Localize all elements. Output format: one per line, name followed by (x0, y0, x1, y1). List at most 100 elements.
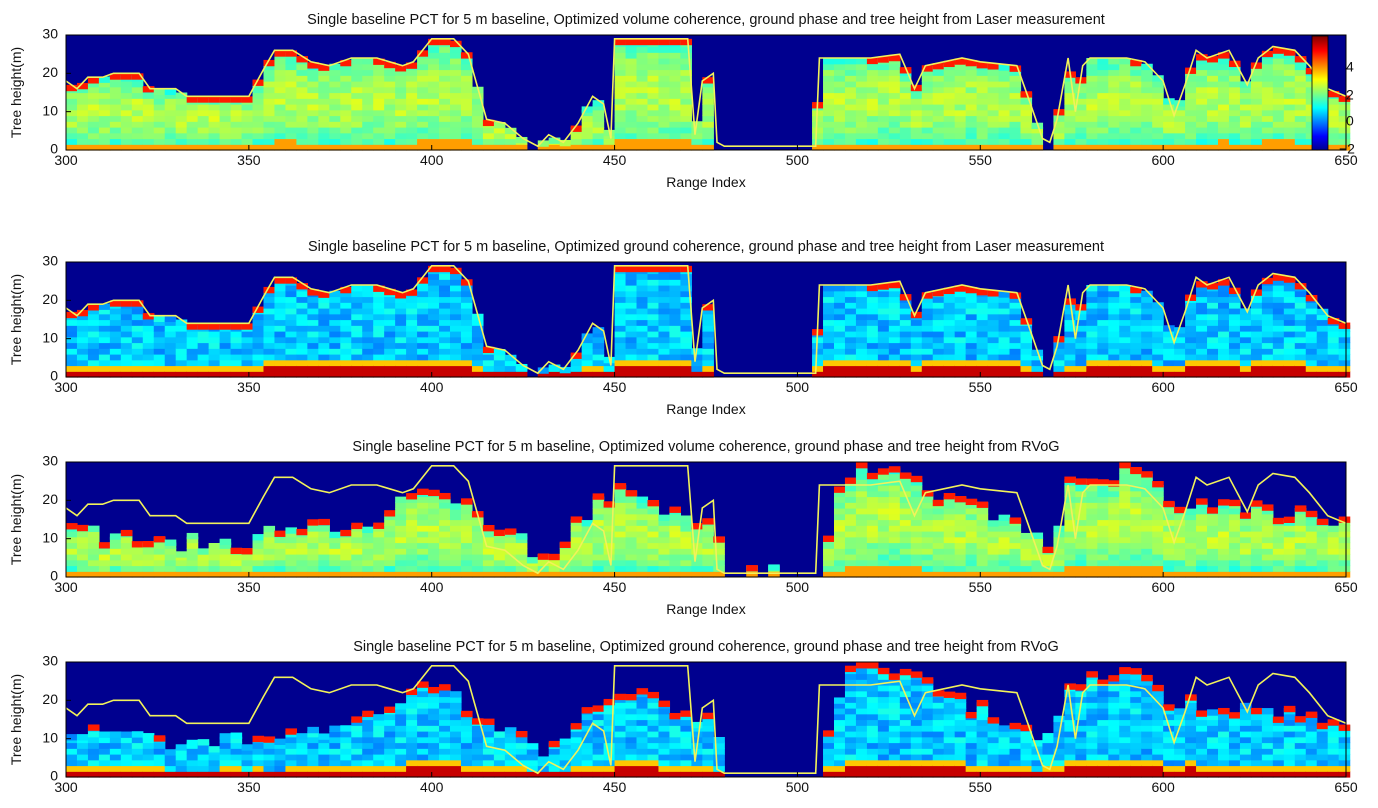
heatmap-cell (680, 542, 692, 549)
heatmap-cell (120, 559, 133, 567)
heatmap-cell (647, 46, 660, 53)
heatmap-cell (834, 138, 846, 145)
heatmap-cell (406, 696, 418, 703)
heatmap-cell (1152, 325, 1164, 332)
heatmap-cell (1163, 508, 1175, 515)
heatmap-cell (877, 63, 890, 71)
heatmap-cell (87, 748, 100, 755)
heatmap-cell (318, 525, 330, 532)
heatmap-cell (669, 319, 681, 326)
heatmap-cell (428, 731, 440, 738)
heatmap-cell (471, 759, 484, 767)
heatmap-cell (208, 144, 221, 151)
heatmap-cell (1239, 331, 1252, 338)
heatmap-cell (340, 86, 352, 94)
heatmap-cell (625, 759, 638, 767)
heatmap-cell (395, 542, 407, 549)
heatmap-cell (625, 554, 638, 561)
heatmap-cell (1163, 331, 1175, 338)
heatmap-cell (109, 736, 122, 744)
heatmap-cell (274, 359, 287, 367)
heatmap-cell (384, 519, 396, 526)
heatmap-cell (899, 479, 912, 486)
heatmap-cell (1185, 308, 1197, 315)
heatmap-cell (66, 734, 78, 741)
heatmap-cell (340, 331, 352, 338)
heatmap-cell (395, 342, 407, 349)
heatmap-cell (329, 92, 341, 99)
heatmap-cell (669, 342, 681, 349)
heatmap-cell (164, 331, 177, 338)
heatmap-cell (1009, 354, 1022, 361)
heatmap-cell (351, 296, 363, 303)
heatmap-cell (658, 359, 671, 367)
heatmap-cell (164, 98, 177, 105)
heatmap-cell (263, 81, 276, 88)
heatmap-cell (428, 536, 440, 544)
heatmap-cell (428, 542, 440, 549)
heatmap-cell (263, 69, 276, 76)
heatmap-cell (954, 104, 967, 111)
heatmap-cell (417, 86, 429, 94)
heatmap-cell (1196, 296, 1208, 303)
heatmap-cell (460, 115, 473, 122)
heatmap-cell (197, 132, 210, 140)
heatmap-cell (877, 713, 890, 721)
heatmap-cell (351, 536, 363, 544)
heatmap-cell (482, 748, 495, 755)
heatmap-cell (1141, 104, 1153, 111)
heatmap-cell (855, 667, 868, 675)
heatmap-cell (471, 365, 484, 372)
heatmap-cell (153, 336, 166, 344)
heatmap-cell (428, 308, 440, 315)
heatmap-cell (395, 571, 407, 578)
heatmap-cell (680, 519, 692, 526)
heatmap-cell (1272, 354, 1285, 361)
heatmap-cell (877, 708, 890, 715)
heatmap-cell (1174, 342, 1186, 349)
heatmap-cell (197, 127, 210, 134)
heatmap-cell (285, 559, 297, 567)
heatmap-cell (66, 748, 78, 755)
heatmap-cell (1075, 308, 1087, 315)
heatmap-cell (208, 354, 221, 361)
heatmap-cell (1207, 342, 1219, 349)
heatmap-cell (460, 285, 473, 292)
heatmap-cell (1228, 144, 1241, 151)
heatmap-cell (66, 138, 78, 145)
heatmap-cell (318, 121, 330, 128)
heatmap-cell (592, 327, 605, 334)
heatmap-cell (1130, 536, 1142, 544)
heatmap-cell (1239, 371, 1252, 378)
x-tick-label: 400 (420, 152, 444, 168)
heatmap-cell (1086, 92, 1098, 99)
heatmap-cell (625, 548, 638, 555)
heatmap-cell (395, 554, 407, 561)
heatmap-cell (910, 485, 923, 492)
heatmap-cell (954, 519, 967, 526)
heatmap-cell (625, 331, 638, 338)
heatmap-cell (526, 754, 539, 761)
heatmap-cell (307, 548, 319, 555)
heatmap-cell (888, 132, 901, 140)
heatmap-cell (1294, 519, 1307, 526)
heatmap-cell (614, 52, 627, 59)
heatmap-cell (592, 542, 605, 549)
heatmap-cell (636, 765, 649, 772)
heatmap-cell (866, 325, 879, 332)
heatmap-cell (844, 477, 857, 484)
heatmap-cell (351, 371, 363, 378)
heatmap-cell (910, 319, 923, 326)
heatmap-cell (877, 144, 890, 151)
heatmap-cell (834, 702, 846, 709)
heatmap-cell (921, 554, 934, 561)
heatmap-cell (888, 302, 901, 309)
heatmap-cell (186, 571, 199, 578)
heatmap-cell (1075, 542, 1087, 549)
heatmap-cell (252, 571, 265, 578)
heatmap-cell (1218, 548, 1230, 555)
heatmap-cell (1075, 513, 1087, 521)
heatmap-cell (998, 98, 1011, 105)
heatmap-cell (504, 748, 517, 755)
heatmap-cell (877, 313, 890, 321)
